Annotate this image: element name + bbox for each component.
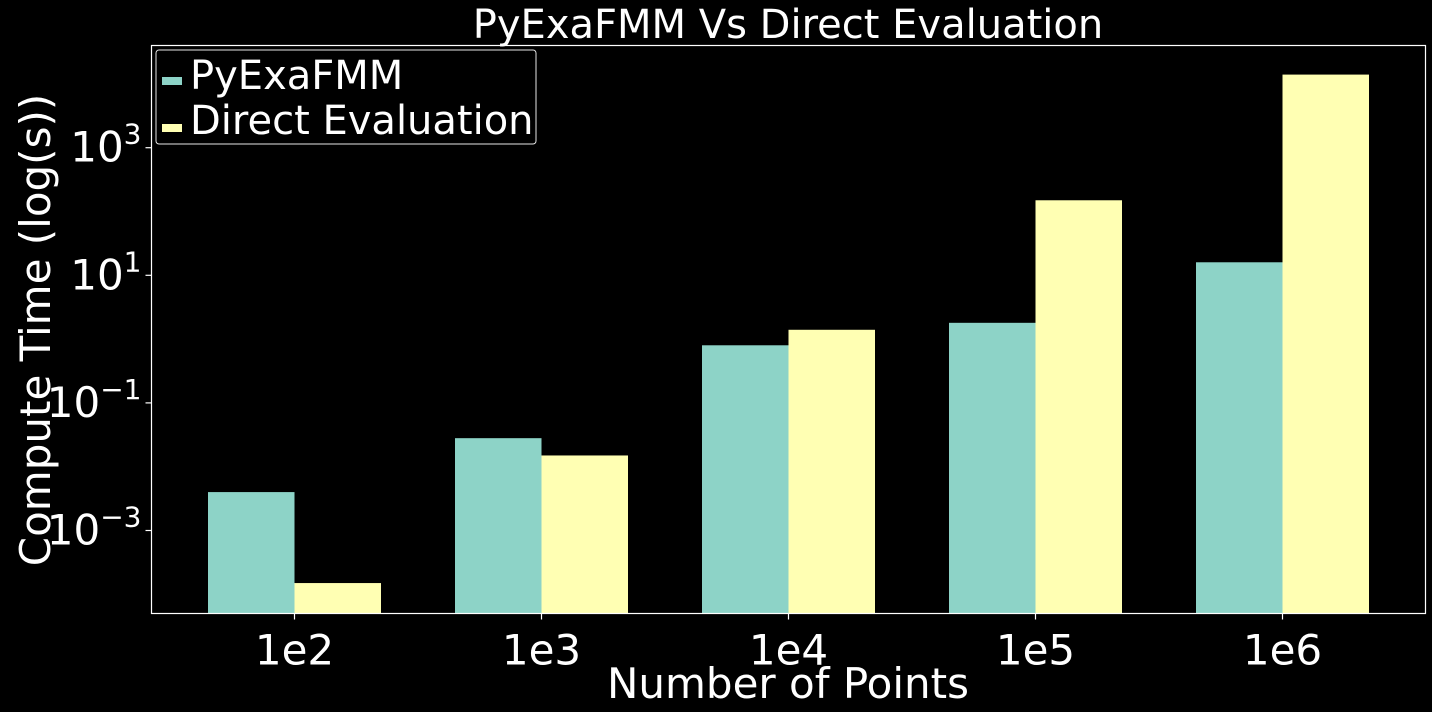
x-tick-label-1e2: 1e2	[255, 626, 334, 675]
bar-direct-evaluation-1e2	[294, 583, 381, 614]
y-tick-label-0.1: 10−1	[47, 373, 142, 427]
x-tick-label-1e5: 1e5	[996, 626, 1075, 675]
bar-direct-evaluation-1e4	[788, 329, 875, 614]
y-ticks-group: 10−3 10−1 101 103	[47, 118, 152, 554]
bar-direct-evaluation-1e3	[541, 455, 628, 614]
chart-title: PyExaFMM Vs Direct Evaluation	[473, 2, 1103, 48]
bar-pyexafmm-1e6	[1196, 262, 1283, 614]
plot-frame	[150, 44, 1427, 615]
legend-label-pyexafmm: PyExaFMM	[190, 53, 403, 99]
bar-pyexafmm-1e5	[949, 322, 1036, 614]
x-axis-label: Number of Points	[607, 659, 969, 708]
bar-pyexafmm-1e2	[208, 492, 295, 614]
legend-label-direct-evaluation: Direct Evaluation	[190, 98, 534, 144]
legend: PyExaFMM Direct Evaluation	[155, 49, 537, 145]
x-ticks-group: 1e2 1e3 1e4 1e5 1e6	[255, 613, 1322, 675]
bar-direct-evaluation-1e6	[1282, 74, 1369, 614]
legend-box	[155, 49, 537, 145]
bar-pyexafmm-1e3	[455, 438, 542, 614]
x-tick-label-1e6: 1e6	[1243, 626, 1322, 675]
bars-group	[208, 74, 1369, 614]
legend-swatch-direct-evaluation	[162, 124, 182, 132]
y-tick-label-10: 101	[70, 245, 141, 299]
x-tick-label-1e4: 1e4	[749, 626, 828, 675]
y-axis-label: Compute Time (log(s))	[11, 94, 60, 566]
y-tick-label-0.001: 10−3	[47, 500, 142, 554]
x-tick-label-1e3: 1e3	[502, 626, 581, 675]
legend-swatch-pyexafmm	[162, 77, 182, 85]
bar-direct-evaluation-1e5	[1035, 200, 1122, 614]
y-tick-label-1000: 103	[70, 118, 141, 172]
bar-pyexafmm-1e4	[702, 345, 789, 614]
